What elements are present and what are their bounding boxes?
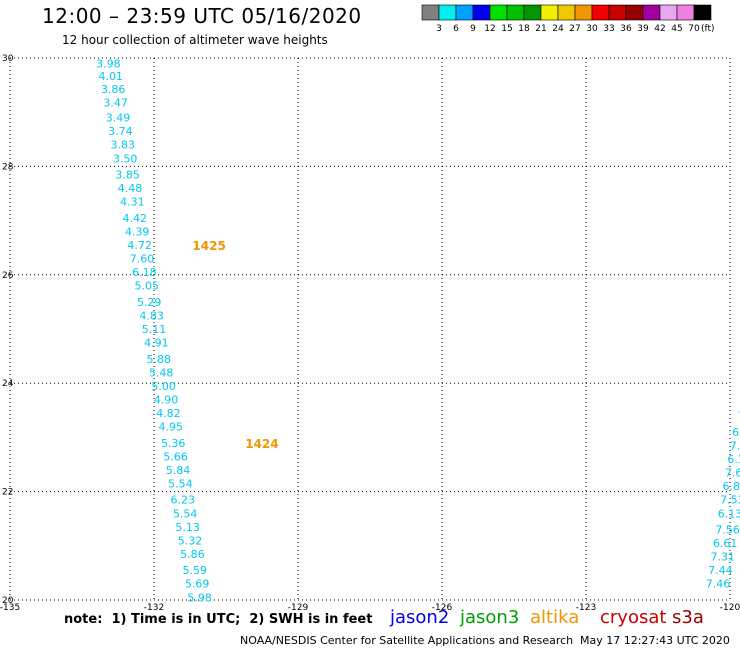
color-scale-label: 30 bbox=[586, 24, 598, 34]
x-tick-label: -132 bbox=[144, 603, 164, 613]
color-scale-label: 12 bbox=[484, 24, 495, 34]
wave-height-label: 5.98 bbox=[187, 591, 212, 604]
color-scale-label: 21 bbox=[535, 24, 546, 34]
wave-height-label: 7.31 bbox=[711, 551, 736, 564]
legend-cryosat: cryosat bbox=[600, 607, 667, 628]
wave-height-label: 6.13 bbox=[718, 507, 740, 520]
color-scale-label: 42 bbox=[654, 24, 665, 34]
footer-timestamp: May 17 12:27:43 UTC 2020 bbox=[580, 634, 730, 647]
color-scale-unit: (ft) bbox=[701, 24, 715, 34]
wave-height-label: 7.24 bbox=[730, 440, 740, 453]
wave-height-label: 4.01 bbox=[99, 70, 124, 83]
color-scale-label: 18 bbox=[518, 24, 530, 34]
page-subtitle: 12 hour collection of altimeter wave hei… bbox=[62, 33, 328, 47]
legend-s3a: s3a bbox=[672, 607, 704, 628]
legend-jason3: jason3 bbox=[460, 607, 520, 628]
wave-height-label: 5.59 bbox=[183, 564, 208, 577]
y-tick-label: 22 bbox=[2, 488, 13, 498]
color-scale-label: 3 bbox=[436, 24, 442, 34]
legend-altika: altika bbox=[530, 607, 580, 628]
color-scale-label: 36 bbox=[620, 24, 632, 34]
wave-height-label: 7.8 bbox=[738, 410, 740, 423]
color-scale-label: 24 bbox=[552, 24, 564, 34]
wave-height-label: 3.74 bbox=[108, 125, 133, 138]
wave-height-label: 5.54 bbox=[168, 477, 193, 490]
wave-height-label: 6.61 bbox=[713, 537, 738, 550]
y-tick-label: 28 bbox=[2, 162, 14, 172]
wave-height-label: 4.42 bbox=[123, 212, 148, 225]
wave-height-label: 6.18 bbox=[132, 266, 157, 279]
data-layer: 3.984.013.863.47 3.493.743.833.50 3.854.48… bbox=[96, 57, 740, 604]
wave-height-label: 5.86 bbox=[180, 548, 205, 561]
wave-height-label: 5.69 bbox=[185, 578, 210, 591]
wave-height-label: 4.48 bbox=[118, 182, 143, 195]
x-tick-label: -126 bbox=[432, 603, 453, 613]
time-annotation: 1425 bbox=[192, 239, 225, 253]
wave-height-label: 4.31 bbox=[120, 196, 145, 209]
wave-height-label: 7.67 bbox=[725, 467, 740, 480]
wave-height-label: 5.88 bbox=[147, 353, 172, 366]
wave-height-label: 6.14 bbox=[727, 453, 740, 466]
wave-height-label: 3.98 bbox=[96, 57, 121, 70]
y-tick-label: 26 bbox=[2, 271, 14, 281]
color-scale-label: 6 bbox=[453, 24, 459, 34]
wave-height-label: 4.82 bbox=[156, 407, 181, 420]
wave-height-label: 5.54 bbox=[173, 507, 198, 520]
wave-height-label: 4.72 bbox=[127, 239, 152, 252]
wave-height-label: 4.95 bbox=[159, 421, 184, 434]
wave-height-label: 7.56 bbox=[715, 524, 740, 537]
footer: NOAA/NESDIS Center for Satellite Applica… bbox=[0, 634, 740, 650]
color-scale-label: 45 bbox=[671, 24, 682, 34]
wave-height-label: 5.66 bbox=[163, 450, 188, 463]
wave-height-label: 4.91 bbox=[144, 337, 169, 350]
x-tick-label: -123 bbox=[576, 603, 596, 613]
x-tick-label: -135 bbox=[0, 603, 20, 613]
x-tick-label: -129 bbox=[288, 603, 309, 613]
wave-height-label: 7.60 bbox=[130, 253, 155, 266]
color-scale-label: 70 bbox=[688, 24, 700, 34]
wave-height-label: 7.44 bbox=[708, 564, 733, 577]
y-tick-label: 30 bbox=[2, 54, 14, 64]
wave-height-label: 6.83 bbox=[723, 480, 740, 493]
wave-height-label: 7.53 bbox=[720, 494, 740, 507]
wave-height-label: 5.05 bbox=[135, 280, 160, 293]
y-tick-label: 20 bbox=[2, 596, 14, 606]
legend-jason2: jason2 bbox=[390, 607, 450, 628]
wave-height-label: 7.46 bbox=[706, 578, 731, 591]
wave-height-label: 6.23 bbox=[171, 494, 196, 507]
wave-height-label: 4.39 bbox=[125, 225, 150, 238]
wave-height-label: 3.83 bbox=[111, 139, 136, 152]
color-scale-label: 9 bbox=[470, 24, 476, 34]
wave-height-label: 5.84 bbox=[166, 464, 191, 477]
footer-agency: NOAA/NESDIS Center for Satellite Applica… bbox=[240, 634, 574, 647]
wave-height-label: 5.11 bbox=[142, 323, 167, 336]
color-scale-label: 33 bbox=[603, 24, 614, 34]
wave-height-label: 6.90 bbox=[732, 426, 740, 439]
time-annotation: 1424 bbox=[245, 437, 278, 451]
color-swatch bbox=[693, 4, 712, 21]
color-scale-legend: 3 6 9 12 15 18 21 24 27 30 33 36 39 42 45 70 (ft) bbox=[421, 4, 715, 34]
wave-height-label: 5.00 bbox=[151, 380, 176, 393]
x-tick-label: -120 bbox=[720, 603, 740, 613]
page-title: 12:00 – 23:59 UTC 05/16/2020 bbox=[42, 4, 362, 28]
wave-height-label: 3.85 bbox=[115, 169, 140, 182]
units-note: note: 1) Time is in UTC; 2) SWH is in fe… bbox=[64, 612, 373, 627]
wave-height-label: 5.36 bbox=[161, 437, 186, 450]
wave-height-label: 5.48 bbox=[149, 366, 174, 379]
wave-height-label: 3.47 bbox=[103, 96, 128, 109]
color-scale-label: 15 bbox=[501, 24, 512, 34]
wave-height-label: 3.50 bbox=[113, 152, 138, 165]
wave-height-label: 5.32 bbox=[178, 534, 203, 547]
color-scale-label: 39 bbox=[637, 24, 649, 34]
wave-height-label: 5.13 bbox=[175, 521, 200, 534]
wave-height-label: 5.29 bbox=[137, 296, 162, 309]
color-scale-label: 27 bbox=[569, 24, 580, 34]
y-tick-label: 24 bbox=[2, 379, 14, 389]
wave-height-label: 4.83 bbox=[139, 309, 164, 322]
wave-height-label: 4.90 bbox=[154, 393, 179, 406]
wave-height-label: 3.49 bbox=[106, 112, 131, 125]
wave-height-label: 3.86 bbox=[101, 83, 126, 96]
